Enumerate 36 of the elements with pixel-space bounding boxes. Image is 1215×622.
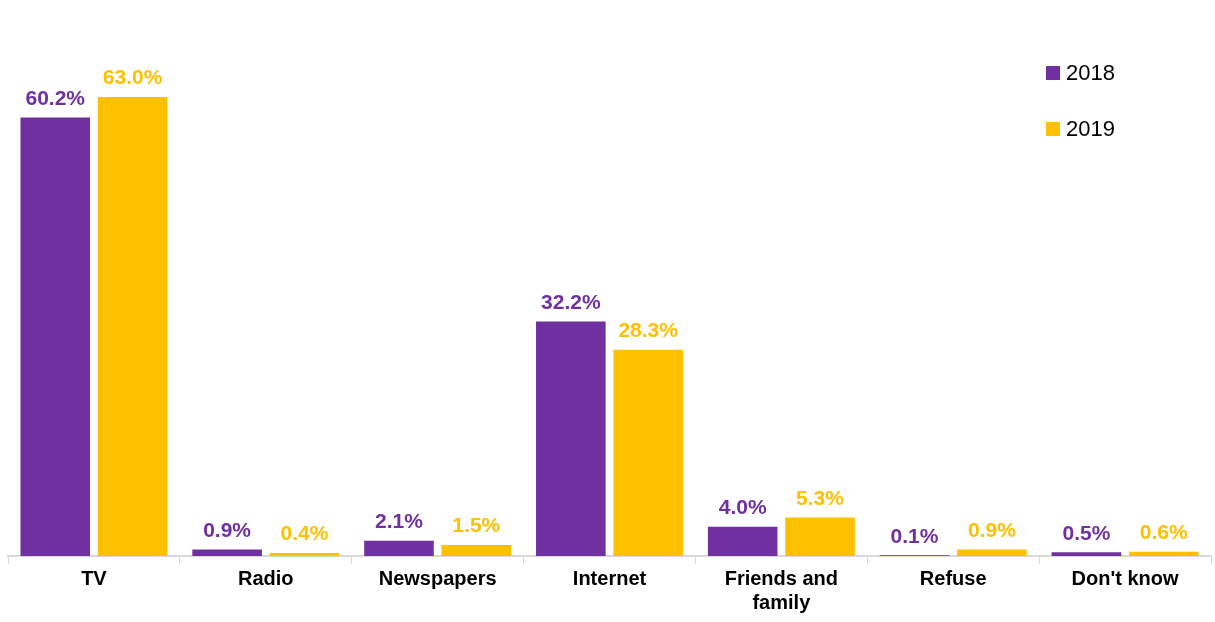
bar [707, 526, 778, 556]
bar [613, 349, 683, 556]
data-label: 0.9% [967, 517, 1017, 541]
data-label: 1.5% [452, 513, 501, 537]
bar [20, 117, 91, 556]
bar [1051, 552, 1122, 556]
x-tick-label: Internet [572, 566, 647, 589]
data-label: 4.0% [718, 495, 767, 519]
bar [785, 517, 855, 556]
bar [192, 549, 262, 556]
data-label: 0.6% [1139, 519, 1188, 543]
data-label: 60.2% [25, 85, 86, 109]
bar [957, 549, 1027, 556]
data-label: 28.3% [618, 318, 679, 342]
x-tick-label: TV [81, 566, 108, 589]
x-tick-label: Radio [238, 566, 294, 589]
data-label: 2.1% [375, 509, 424, 532]
legend-label: 2018 [1066, 60, 1115, 86]
data-label: 0.9% [203, 517, 252, 541]
data-label: 0.1% [890, 523, 939, 547]
data-label: 5.3% [796, 485, 845, 509]
bar [536, 321, 606, 556]
x-tick-label: Friends and family [724, 566, 839, 613]
bar [269, 553, 340, 556]
x-tick-label: Newspapers [378, 566, 497, 589]
data-label: 32.2% [541, 289, 601, 313]
x-tick-label: Don't know [1071, 566, 1179, 589]
bar [97, 97, 168, 556]
bar [441, 545, 512, 556]
data-label: 0.5% [1062, 520, 1111, 544]
bar [1128, 551, 1199, 556]
x-tick-label: Refuse [919, 566, 987, 589]
bar [364, 540, 434, 556]
data-label: 0.4% [280, 521, 329, 545]
data-label: 63.0% [102, 65, 163, 89]
legend-label: 2019 [1066, 116, 1115, 142]
